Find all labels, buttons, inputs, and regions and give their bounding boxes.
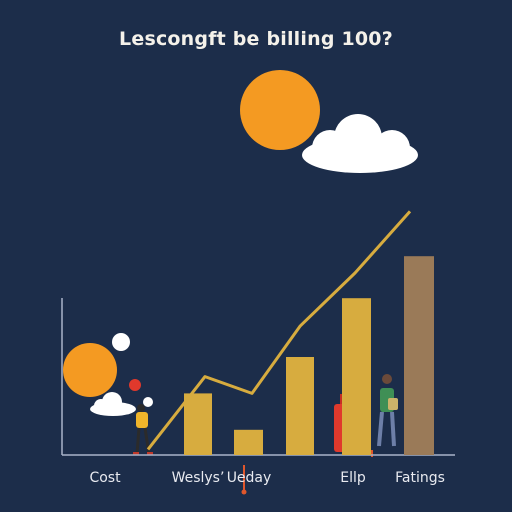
person-figure-icon (377, 374, 398, 447)
bar-2 (234, 429, 263, 455)
x-tick-label: Weslys’ (172, 470, 225, 486)
cloud-icon (90, 392, 136, 416)
sun-icon (63, 343, 117, 397)
trend-line (146, 210, 412, 451)
bar-4 (342, 298, 371, 455)
person-figure-icon (133, 404, 153, 455)
bars (184, 256, 434, 455)
x-tick-label: Cost (89, 470, 121, 486)
trend-line-path (146, 210, 412, 451)
x-tick-label: Ellp (340, 470, 366, 486)
bubble-icon (112, 333, 130, 351)
bar-5 (404, 256, 434, 455)
ball-icon (129, 379, 141, 391)
bar-1 (184, 393, 212, 455)
chart-title: Lescongft be billing 100? (119, 28, 393, 50)
bubble-icon (143, 397, 153, 407)
x-labels: Cost Weslys’ Ueday Ellp Fatings (89, 470, 444, 486)
x-tick-label: Ueday (227, 470, 272, 486)
sun-icon (240, 70, 320, 150)
bar-3 (286, 357, 314, 455)
cloud-icon (302, 114, 418, 173)
x-tick-label: Fatings (395, 470, 445, 486)
